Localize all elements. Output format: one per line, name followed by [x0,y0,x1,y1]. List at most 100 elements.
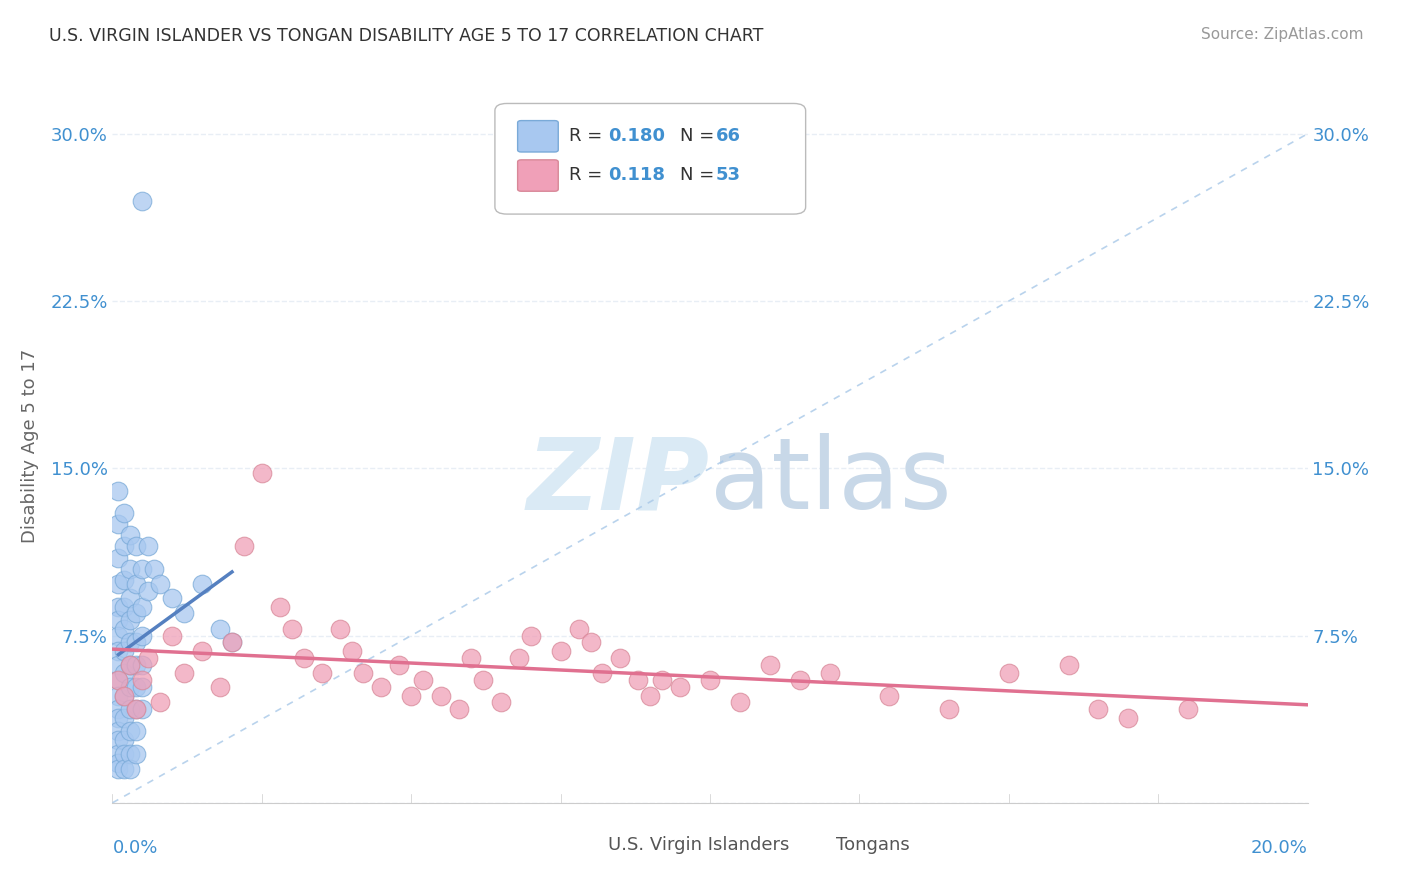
Point [125,702,148,716]
Point [131,702,153,716]
Text: 0.180: 0.180 [609,128,665,145]
Point [592,666,614,681]
Point [114,666,135,681]
Point [107,644,129,658]
Point [430,689,453,703]
Point [107,689,129,703]
Point [107,613,129,627]
Point [162,628,183,642]
Point [107,724,129,739]
Point [114,599,135,614]
Point [125,724,148,739]
Point [669,680,692,694]
Point [120,613,142,627]
Point [120,657,142,672]
Point [120,562,142,576]
Y-axis label: Disability Age 5 to 17: Disability Age 5 to 17 [21,349,39,543]
Point [125,702,148,716]
Point [329,622,352,636]
Point [131,680,153,694]
Text: Source: ZipAtlas.com: Source: ZipAtlas.com [1201,27,1364,42]
Point [107,483,129,498]
Point [609,651,631,665]
Point [107,673,129,687]
Point [191,577,214,591]
Point [114,689,135,703]
Point [233,539,256,553]
Point [489,696,512,710]
Point [209,680,232,694]
Point [107,516,129,531]
Point [120,747,142,761]
Point [120,635,142,649]
Point [125,577,148,591]
Point [789,673,811,687]
Point [114,689,135,703]
Point [120,657,142,672]
Point [107,756,129,770]
Point [107,747,129,761]
FancyBboxPatch shape [790,831,831,858]
Point [938,702,960,716]
Point [269,599,291,614]
Point [370,680,392,694]
Point [120,762,142,776]
Point [340,644,363,658]
Point [114,539,135,553]
Point [699,673,721,687]
Text: ZIP: ZIP [527,434,710,530]
Point [114,762,135,776]
Point [412,673,434,687]
Point [125,747,148,761]
Point [114,733,135,747]
Point [138,651,160,665]
Point [120,591,142,605]
Text: U.S. VIRGIN ISLANDER VS TONGAN DISABILITY AGE 5 TO 17 CORRELATION CHART: U.S. VIRGIN ISLANDER VS TONGAN DISABILIT… [49,27,763,45]
Text: U.S. Virgin Islanders: U.S. Virgin Islanders [609,836,790,854]
Point [1057,657,1080,672]
Point [131,194,153,208]
Point [107,577,129,591]
Point [107,702,129,716]
FancyBboxPatch shape [517,160,558,191]
Point [107,657,129,672]
Point [125,657,148,672]
Point [353,666,375,681]
Point [173,607,195,621]
Text: 0.118: 0.118 [609,166,665,184]
Point [1118,711,1140,725]
Point [120,702,142,716]
Point [107,711,129,725]
Text: Tongans: Tongans [835,836,910,854]
Point [107,599,129,614]
Point [651,673,673,687]
Point [138,539,160,553]
Text: R =: R = [569,128,607,145]
Point [107,762,129,776]
Text: atlas: atlas [710,434,952,530]
Point [138,583,160,598]
FancyBboxPatch shape [517,120,558,152]
Point [250,466,273,480]
Text: 0.0%: 0.0% [112,838,157,856]
Point [627,673,650,687]
Point [472,673,495,687]
Point [1177,702,1199,716]
Point [520,628,543,642]
Point [579,635,602,649]
Text: 53: 53 [716,166,741,184]
Text: N =: N = [681,128,720,145]
Point [125,607,148,621]
FancyBboxPatch shape [495,103,806,214]
Text: N =: N = [681,166,720,184]
Point [292,651,315,665]
Point [173,666,195,681]
Point [759,657,782,672]
Point [131,673,153,687]
Point [131,562,153,576]
Point [114,747,135,761]
Point [120,724,142,739]
Point [818,666,841,681]
Point [125,635,148,649]
Point [388,657,411,672]
